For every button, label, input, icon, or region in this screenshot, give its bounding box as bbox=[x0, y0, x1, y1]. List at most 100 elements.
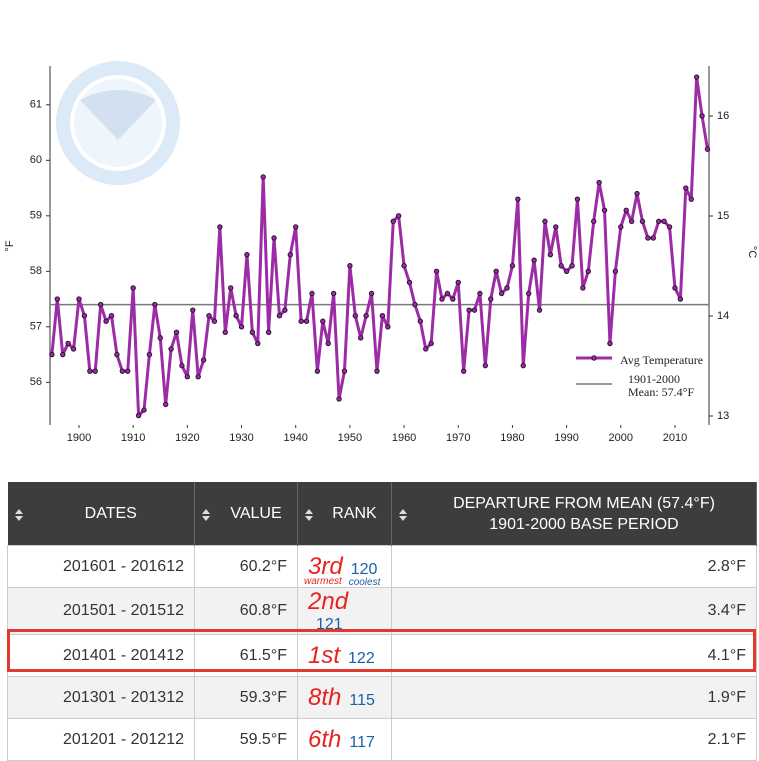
data-point bbox=[49, 351, 55, 358]
data-point bbox=[460, 368, 467, 374]
data-point bbox=[488, 296, 494, 302]
data-point bbox=[206, 312, 212, 319]
table-row: 201601 - 201612 60.2°F 3rd warmest 120 cooles… bbox=[7, 545, 757, 588]
column-header[interactable]: VALUE bbox=[194, 482, 298, 546]
data-point bbox=[54, 296, 61, 302]
y-tick-label: 56 bbox=[30, 376, 42, 388]
x-tick-label: 1970 bbox=[446, 432, 470, 444]
coolest-rank: 122 bbox=[348, 649, 375, 667]
warmest-note: warmest bbox=[304, 575, 342, 587]
data-point bbox=[379, 312, 386, 319]
data-point bbox=[238, 324, 245, 330]
column-header[interactable]: DEPARTURE FROM MEAN (57.4°F) 1901-2000 BA… bbox=[391, 482, 757, 546]
data-point bbox=[125, 368, 131, 374]
data-point bbox=[585, 268, 591, 275]
data-point bbox=[509, 263, 516, 269]
data-point bbox=[184, 374, 191, 380]
dates-cell: 201501 - 201512 bbox=[7, 587, 195, 635]
data-point bbox=[704, 146, 711, 152]
header-line: 1901-2000 BASE PERIOD bbox=[489, 515, 679, 533]
data-point bbox=[146, 351, 153, 358]
departure-cell: 2.8°F bbox=[391, 545, 757, 588]
data-point bbox=[547, 251, 554, 258]
rank-cell: 8th 115 bbox=[297, 676, 392, 719]
x-tick-label: 1990 bbox=[554, 432, 578, 444]
data-point bbox=[336, 396, 342, 402]
dates-cell: 201601 - 201612 bbox=[7, 545, 195, 588]
y-tick-label: 60 bbox=[30, 154, 42, 166]
data-point bbox=[390, 218, 396, 225]
data-point bbox=[141, 407, 147, 413]
data-point bbox=[130, 285, 136, 291]
sort-icon[interactable] bbox=[305, 509, 313, 521]
data-point bbox=[672, 285, 678, 291]
data-point bbox=[282, 307, 288, 313]
header-row: DATES VALUE RANK DEPARTURE FROM MEAN (57.4°… bbox=[7, 482, 757, 546]
data-point bbox=[433, 268, 440, 275]
data-point bbox=[677, 296, 684, 302]
data-point bbox=[650, 235, 657, 241]
data-point bbox=[401, 263, 407, 269]
data-point bbox=[661, 218, 667, 225]
data-point bbox=[352, 312, 359, 319]
data-point bbox=[314, 368, 321, 374]
data-point bbox=[385, 324, 391, 330]
data-point bbox=[395, 213, 402, 219]
chart: °F °C 56 57 58 59 60 61 13 14 15 16 1900 1910 1920 19… bbox=[4, 61, 758, 444]
departure-cell: 1.9°F bbox=[391, 676, 757, 719]
data-point bbox=[119, 368, 126, 374]
warmest-rank: 1st bbox=[308, 641, 341, 669]
data-point bbox=[406, 279, 413, 286]
sort-icon[interactable] bbox=[14, 509, 23, 521]
x-tick-label: 2010 bbox=[663, 432, 687, 444]
data-point bbox=[493, 268, 499, 275]
data-point bbox=[596, 179, 602, 186]
y-tick-label: 58 bbox=[30, 265, 42, 277]
data-point bbox=[293, 224, 299, 230]
data-point bbox=[249, 329, 256, 336]
y2-tick-label: 16 bbox=[717, 110, 729, 122]
data-point bbox=[542, 218, 548, 225]
sort-icon[interactable] bbox=[202, 509, 210, 521]
data-point bbox=[135, 412, 142, 419]
x-tick-label: 1920 bbox=[175, 432, 199, 444]
warmest-rank: 6th bbox=[308, 725, 342, 753]
y2-tick-label: 15 bbox=[717, 210, 729, 222]
y-axis-label: °F bbox=[4, 240, 16, 251]
data-point bbox=[65, 340, 71, 347]
x-tick-label: 1950 bbox=[338, 432, 362, 444]
data-point bbox=[455, 279, 461, 286]
warmest-rank: 2nd bbox=[308, 588, 349, 615]
data-point bbox=[417, 318, 424, 324]
column-header[interactable]: RANK bbox=[297, 482, 392, 546]
data-point bbox=[233, 312, 239, 319]
table-row: 201501 - 201512 60.8°F 2nd121 3.4°F bbox=[7, 587, 757, 635]
coolest-rank: 117 bbox=[349, 733, 375, 751]
departure-cell: 3.4°F bbox=[391, 587, 757, 635]
data-point bbox=[607, 340, 613, 347]
row-highlight bbox=[7, 629, 756, 672]
data-point bbox=[330, 290, 337, 297]
data-point bbox=[76, 296, 82, 302]
data-point bbox=[276, 312, 283, 319]
x-tick-label: 1980 bbox=[500, 432, 524, 444]
x-tick-label: 1940 bbox=[283, 432, 307, 444]
legend-label: 1901-2000 bbox=[628, 372, 680, 386]
data-point bbox=[498, 290, 505, 297]
data-point bbox=[374, 368, 380, 374]
data-point bbox=[108, 312, 115, 319]
data-point bbox=[639, 218, 646, 225]
noaa-logo bbox=[56, 61, 180, 185]
data-point bbox=[553, 224, 559, 230]
data-point bbox=[504, 285, 510, 291]
y2-axis-label: °C bbox=[746, 246, 758, 258]
table-row: 201301 - 201312 59.3°F 8th 115 1.9°F bbox=[7, 676, 757, 719]
sort-icon[interactable] bbox=[399, 509, 407, 521]
x-tick-label: 1900 bbox=[67, 432, 91, 444]
y-tick-label: 59 bbox=[30, 210, 42, 222]
value-cell: 60.2°F bbox=[194, 545, 298, 588]
header-text: DATES bbox=[84, 505, 137, 522]
data-point bbox=[271, 235, 277, 241]
column-header[interactable]: DATES bbox=[7, 482, 195, 546]
